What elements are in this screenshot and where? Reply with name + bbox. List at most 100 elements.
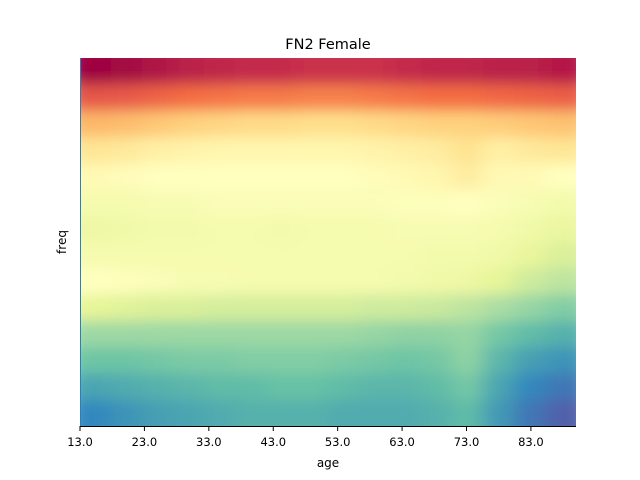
- heatmap-cell: [514, 373, 546, 401]
- heatmap-cell: [452, 58, 484, 85]
- heatmap-cell: [421, 189, 453, 217]
- heatmap-cell: [390, 163, 422, 190]
- x-tick-label: 33.0: [196, 435, 222, 449]
- heatmap-cell: [266, 399, 298, 426]
- heatmap-cell: [80, 163, 112, 190]
- heatmap-cell: [80, 136, 112, 164]
- heatmap-cell: [204, 294, 236, 322]
- heatmap-cell: [235, 320, 267, 348]
- chart-title: FN2 Female: [285, 37, 371, 53]
- heatmap-cell: [235, 84, 267, 112]
- heatmap-cell: [111, 110, 143, 138]
- x-tick-label: 63.0: [389, 435, 415, 449]
- heatmap-cell: [173, 399, 205, 426]
- x-tick-label: 73.0: [454, 435, 480, 449]
- heatmap-cell: [390, 242, 422, 269]
- heatmap-cell: [111, 84, 143, 112]
- heatmap-cell: [452, 347, 484, 374]
- heatmap-cell: [328, 163, 360, 190]
- heatmap-cell: [111, 58, 143, 85]
- heatmap-cell: [80, 215, 112, 243]
- heatmap-cell: [545, 110, 576, 138]
- heatmap-cell: [80, 242, 112, 269]
- heatmap-cell: [80, 294, 112, 322]
- heatmap-cell: [266, 320, 298, 348]
- heatmap-cell: [111, 399, 143, 426]
- heatmap-cell: [390, 84, 422, 112]
- heatmap-cell: [235, 268, 267, 296]
- heatmap-cell: [235, 189, 267, 217]
- heatmap-cell: [483, 399, 515, 426]
- heatmap-cell: [514, 136, 546, 164]
- heatmap-cell: [235, 136, 267, 164]
- heatmap-cell: [297, 320, 329, 348]
- heatmap-cell: [452, 320, 484, 348]
- heatmap-cell: [390, 294, 422, 322]
- heatmap-cell: [452, 242, 484, 269]
- heatmap-cell: [111, 294, 143, 322]
- heatmap-cell: [514, 58, 546, 85]
- heatmap-cell: [297, 58, 329, 85]
- heatmap-cell: [421, 268, 453, 296]
- heatmap-cell: [235, 399, 267, 426]
- heatmap-cell: [297, 84, 329, 112]
- heatmap-cell: [173, 58, 205, 85]
- heatmap-cell: [483, 373, 515, 401]
- heatmap-cell: [452, 268, 484, 296]
- heatmap-cell: [545, 268, 576, 296]
- heatmap-cell: [452, 110, 484, 138]
- heatmap-cell: [390, 215, 422, 243]
- heatmap-cell: [421, 58, 453, 85]
- heatmap-cell: [173, 347, 205, 374]
- heatmap-cell: [204, 373, 236, 401]
- heatmap-cell: [173, 242, 205, 269]
- heatmap-cell: [545, 84, 576, 112]
- heatmap-cell: [390, 136, 422, 164]
- heatmap-cell: [545, 320, 576, 348]
- heatmap-cell: [328, 373, 360, 401]
- heatmap-cell: [421, 215, 453, 243]
- heatmap-cell: [204, 84, 236, 112]
- heatmap-cell: [359, 136, 391, 164]
- heatmap-cell: [328, 58, 360, 85]
- heatmap-cell: [452, 163, 484, 190]
- heatmap-cell: [297, 399, 329, 426]
- x-tick-label: 43.0: [260, 435, 286, 449]
- heatmap-cell: [266, 242, 298, 269]
- heatmap-cell: [235, 242, 267, 269]
- heatmap-cell: [173, 163, 205, 190]
- heatmap-cell: [359, 347, 391, 374]
- heatmap-cell: [452, 294, 484, 322]
- heatmap-cell: [266, 373, 298, 401]
- heatmap-cell: [421, 399, 453, 426]
- heatmap-cell: [80, 399, 112, 426]
- heatmap-cell: [514, 320, 546, 348]
- heatmap-cell: [390, 347, 422, 374]
- heatmap-cell: [142, 136, 174, 164]
- heatmap-cell: [297, 373, 329, 401]
- heatmap-cell: [173, 189, 205, 217]
- heatmap-cell: [545, 163, 576, 190]
- heatmap-cell: [111, 347, 143, 374]
- heatmap-cell: [483, 136, 515, 164]
- heatmap-cell: [235, 58, 267, 85]
- heatmap-cell: [545, 58, 576, 85]
- heatmap-cell: [266, 347, 298, 374]
- heatmap-cell: [204, 347, 236, 374]
- heatmap-cell: [390, 268, 422, 296]
- heatmap-cell: [111, 189, 143, 217]
- heatmap-cell: [514, 215, 546, 243]
- heatmap-cell: [142, 84, 174, 112]
- heatmap-cell: [328, 399, 360, 426]
- heatmap-cell: [297, 215, 329, 243]
- heatmap-cell: [80, 110, 112, 138]
- heatmap-cell: [204, 320, 236, 348]
- heatmap-cell: [173, 110, 205, 138]
- heatmap-cell: [80, 320, 112, 348]
- heatmap-cell: [328, 320, 360, 348]
- heatmap-cell: [204, 136, 236, 164]
- heatmap-cell: [173, 320, 205, 348]
- heatmap-cell: [514, 163, 546, 190]
- heatmap-cell: [142, 242, 174, 269]
